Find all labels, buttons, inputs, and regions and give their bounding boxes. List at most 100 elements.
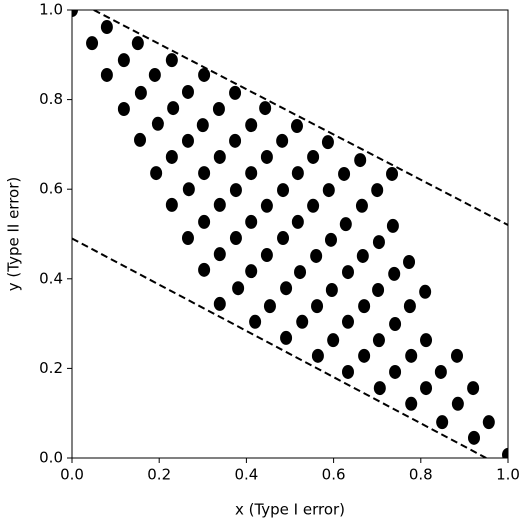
point <box>434 364 447 379</box>
reference-line <box>93 10 508 226</box>
point <box>280 330 293 345</box>
y-tick-label: 0.0 <box>39 449 63 467</box>
point <box>324 232 337 247</box>
point <box>245 264 258 279</box>
point <box>276 133 289 148</box>
y-tick-label: 0.4 <box>39 269 63 287</box>
reference-line <box>72 237 487 458</box>
point <box>310 248 323 263</box>
point <box>467 430 480 445</box>
point <box>260 248 273 263</box>
point <box>277 183 290 198</box>
point <box>386 166 399 181</box>
plot-frame <box>71 9 509 459</box>
x-tick-label: 0.2 <box>147 466 171 484</box>
point <box>198 214 211 229</box>
y-tick-label: 0.2 <box>39 359 63 377</box>
point <box>341 265 354 280</box>
point <box>420 333 433 348</box>
point <box>260 149 273 164</box>
point <box>372 333 385 348</box>
point <box>358 348 371 363</box>
point <box>100 20 113 35</box>
point <box>389 317 402 332</box>
point <box>354 153 367 168</box>
x-tick-label: 1.0 <box>496 466 520 484</box>
point <box>280 281 293 296</box>
point <box>311 348 324 363</box>
point <box>403 299 416 314</box>
point <box>213 296 226 311</box>
point <box>72 10 78 17</box>
point <box>117 53 130 68</box>
point <box>373 381 386 396</box>
point <box>232 281 245 296</box>
point <box>341 314 354 329</box>
point <box>165 197 178 212</box>
point <box>372 235 385 250</box>
point <box>229 183 242 198</box>
point <box>358 299 371 314</box>
point <box>151 116 164 131</box>
y-tick-label: 1.0 <box>39 1 63 19</box>
point <box>134 85 147 100</box>
point <box>198 262 211 277</box>
point <box>181 231 194 246</box>
point <box>181 133 194 148</box>
point <box>338 166 351 181</box>
x-axis-label: x (Type I error) <box>235 501 345 519</box>
point <box>131 36 144 51</box>
x-tick-label: 0.6 <box>322 466 346 484</box>
point <box>249 314 262 329</box>
point <box>263 299 276 314</box>
point <box>134 132 147 147</box>
point <box>325 283 338 297</box>
point <box>451 396 464 411</box>
point <box>182 182 195 197</box>
point <box>296 314 309 329</box>
point <box>213 149 226 164</box>
point <box>245 214 258 229</box>
point <box>355 198 368 213</box>
point <box>213 247 226 262</box>
point <box>290 119 303 134</box>
point <box>327 333 340 348</box>
x-tick-label: 0.4 <box>234 466 258 484</box>
point <box>148 67 161 82</box>
point <box>403 255 416 269</box>
point <box>420 381 433 396</box>
point <box>467 381 480 396</box>
point <box>277 231 290 246</box>
point <box>100 67 113 82</box>
point <box>311 299 324 314</box>
point <box>245 118 258 133</box>
point <box>436 415 449 430</box>
point <box>291 166 304 181</box>
point <box>419 284 432 299</box>
point <box>196 118 209 133</box>
point <box>167 101 180 116</box>
point <box>291 214 304 229</box>
point <box>198 166 211 181</box>
point <box>229 133 242 148</box>
point <box>213 197 226 212</box>
point <box>321 135 334 150</box>
point <box>198 67 211 82</box>
point <box>165 53 178 68</box>
point <box>502 447 508 458</box>
point <box>117 102 130 117</box>
point <box>482 415 495 430</box>
point <box>356 248 369 263</box>
point <box>181 84 194 99</box>
point <box>450 348 463 363</box>
point <box>229 85 242 100</box>
point <box>229 231 242 246</box>
point <box>341 364 354 379</box>
point <box>150 166 163 181</box>
point <box>389 364 402 379</box>
plot-area <box>72 10 508 458</box>
point <box>405 396 418 411</box>
point <box>372 283 385 297</box>
point <box>371 183 384 198</box>
